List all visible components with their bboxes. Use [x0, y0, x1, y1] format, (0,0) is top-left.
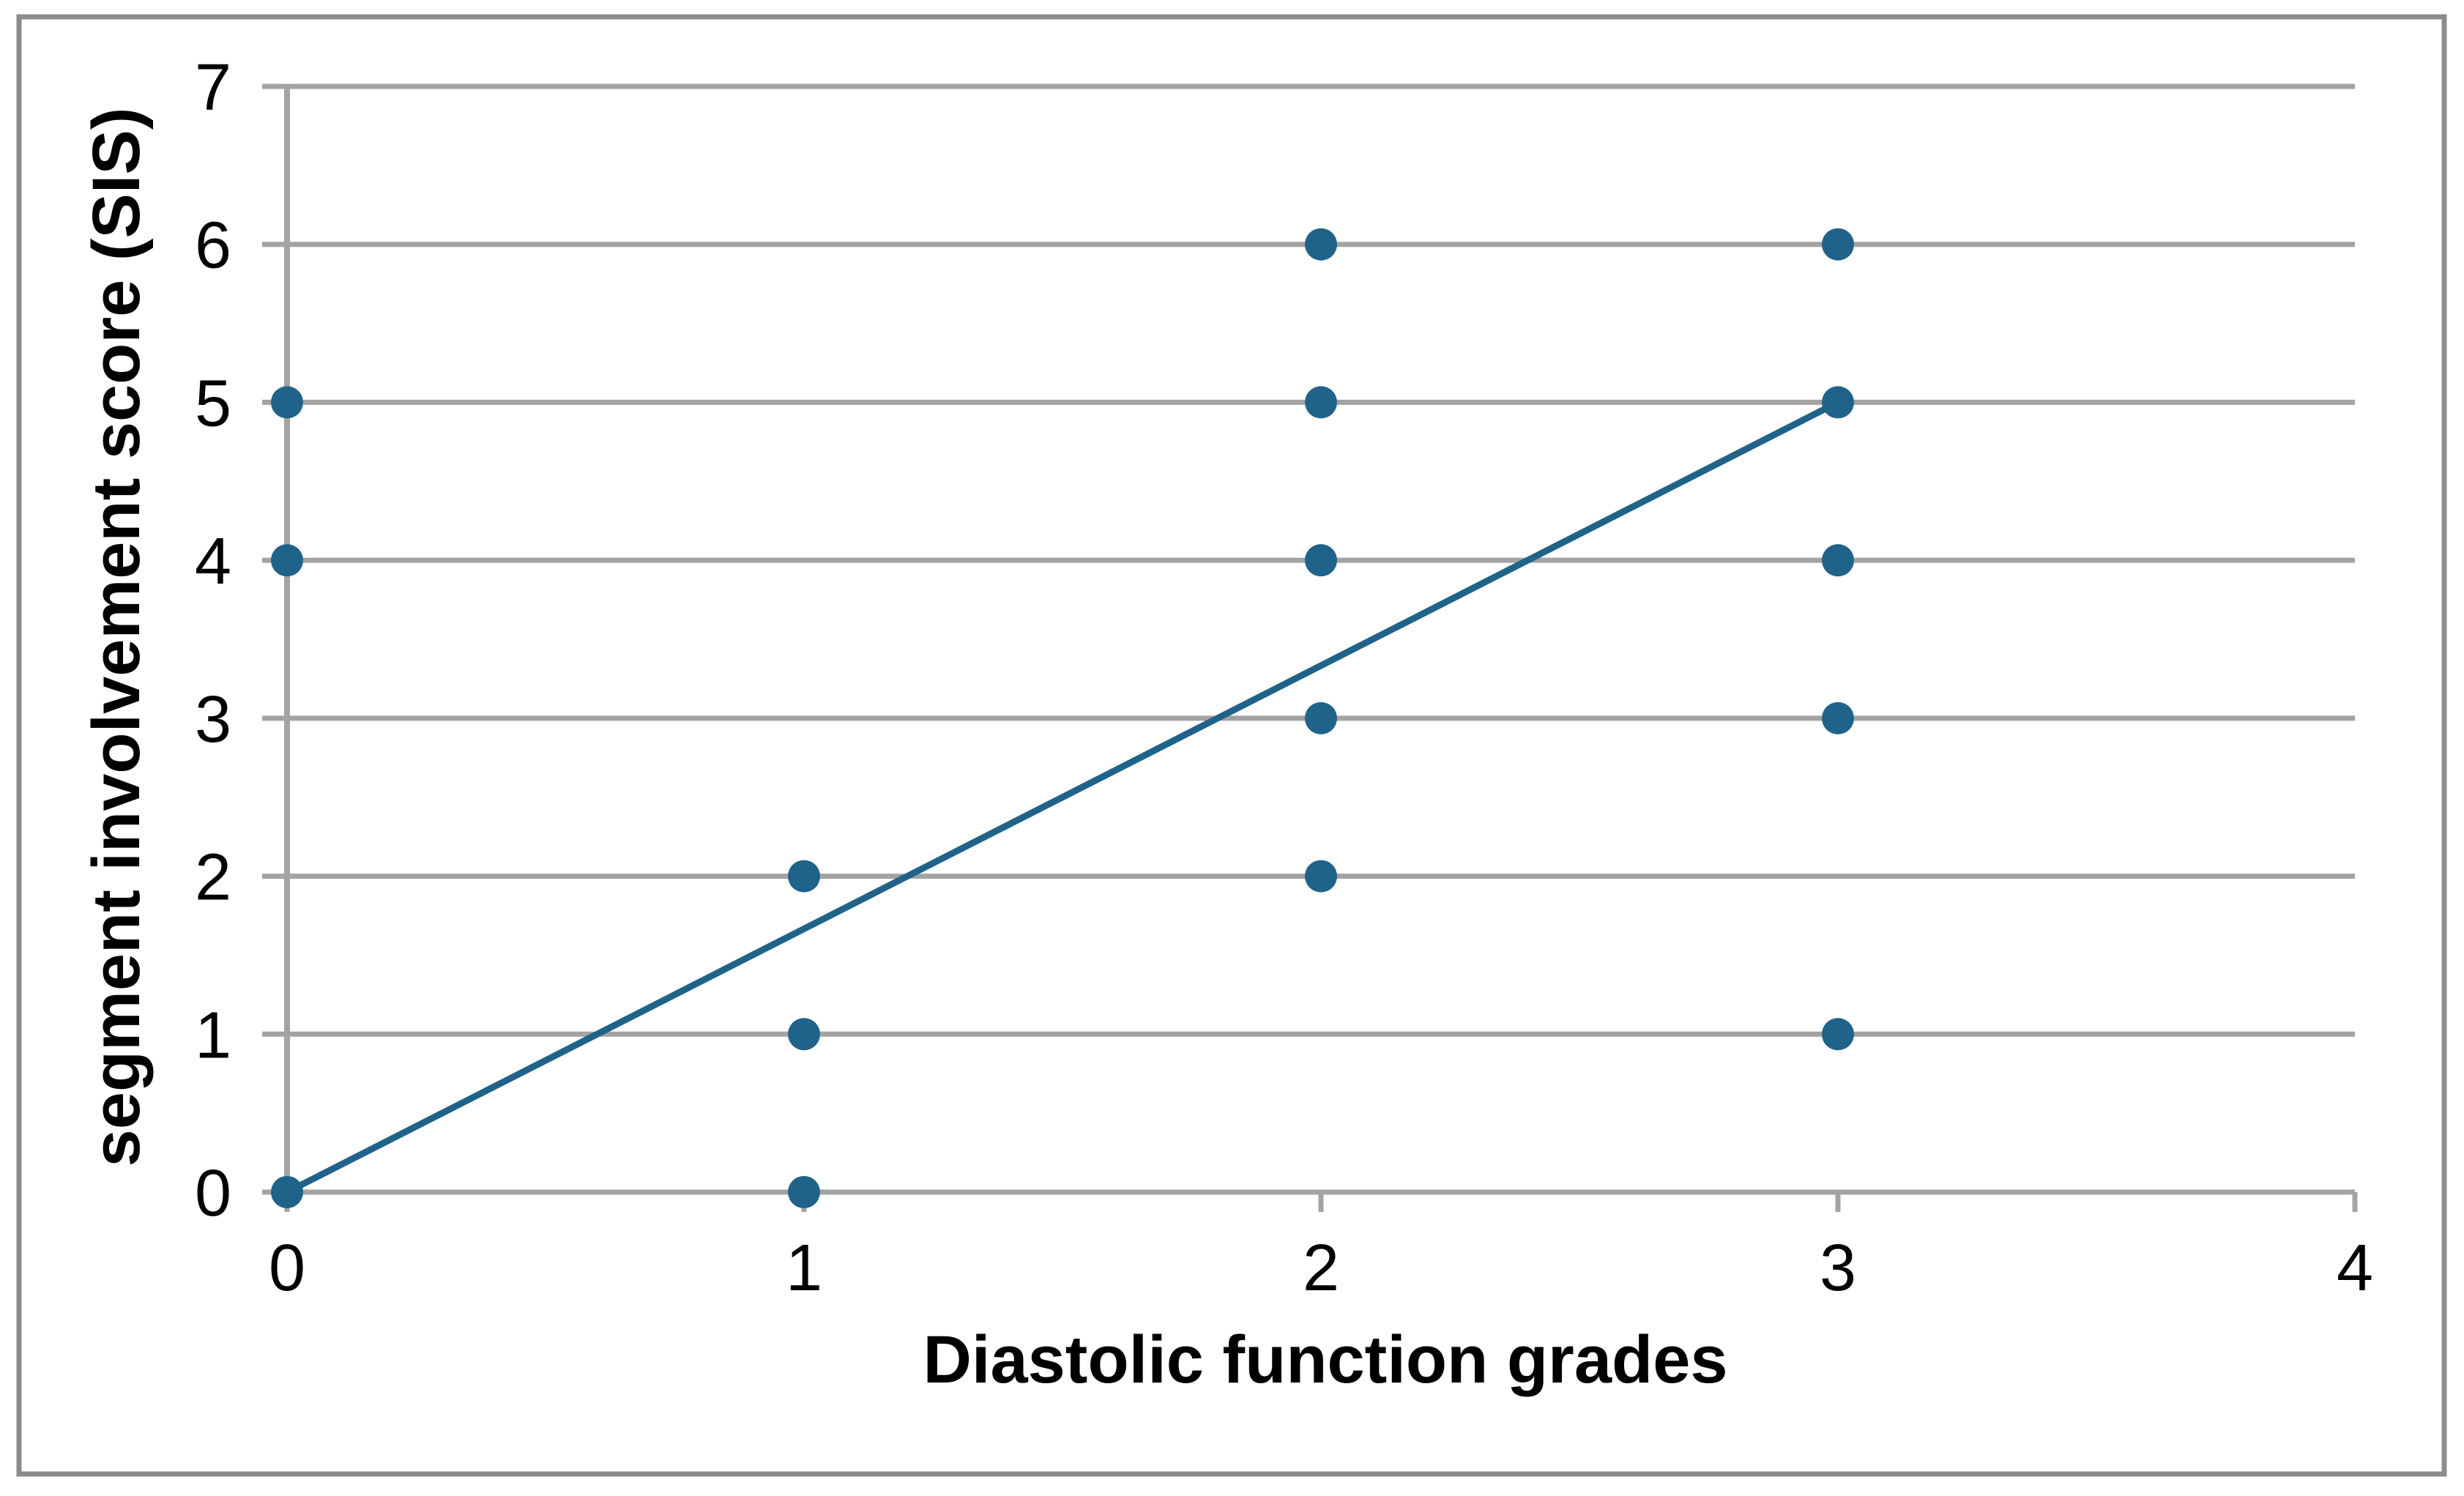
y-tick-label-1: 1	[195, 999, 231, 1072]
data-point-x2-y5	[1305, 386, 1337, 419]
x-tick-label-3: 3	[1820, 1232, 1856, 1305]
x-tick-label-0: 0	[269, 1232, 305, 1305]
axes-layer	[262, 83, 2358, 1212]
data-point-x3-y3	[1822, 702, 1854, 734]
data-point-x0-y4	[271, 544, 303, 577]
data-point-x2-y4	[1305, 544, 1337, 577]
x-tick-label-2: 2	[1303, 1232, 1339, 1305]
data-point-x3-y4	[1822, 544, 1854, 577]
data-point-x2-y6	[1305, 228, 1337, 261]
data-point-x0-y5	[271, 386, 303, 419]
y-tick-label-4: 4	[195, 525, 231, 598]
data-point-x1-y2	[788, 860, 820, 893]
y-tick-label-0: 0	[195, 1157, 231, 1230]
series-layer	[271, 228, 1854, 1208]
y-tick-label-7: 7	[195, 51, 231, 124]
data-point-x3-y6	[1822, 228, 1854, 261]
x-axis-title: Diastolic function grades	[923, 1322, 1727, 1397]
data-point-x1-y0	[788, 1176, 820, 1208]
data-point-x3-y1	[1822, 1018, 1854, 1051]
data-point-x1-y1	[788, 1018, 820, 1051]
trend-line	[283, 398, 1842, 1196]
x-tick-label-1: 1	[786, 1232, 822, 1305]
y-tick-label-6: 6	[195, 209, 231, 283]
y-tick-label-5: 5	[195, 367, 231, 440]
y-tick-label-3: 3	[195, 683, 231, 756]
data-point-x2-y3	[1305, 702, 1337, 734]
chart-frame-border	[16, 14, 2447, 1477]
y-tick-label-2: 2	[195, 841, 231, 915]
data-point-x2-y2	[1305, 860, 1337, 893]
y-axis-title: segment involvement score (SIS)	[79, 108, 154, 1167]
tick-labels-layer: 0 1 2 3 4 5 6 7 0 1 2 3 4	[195, 51, 2373, 1305]
x-tick-label-4: 4	[2337, 1232, 2373, 1305]
